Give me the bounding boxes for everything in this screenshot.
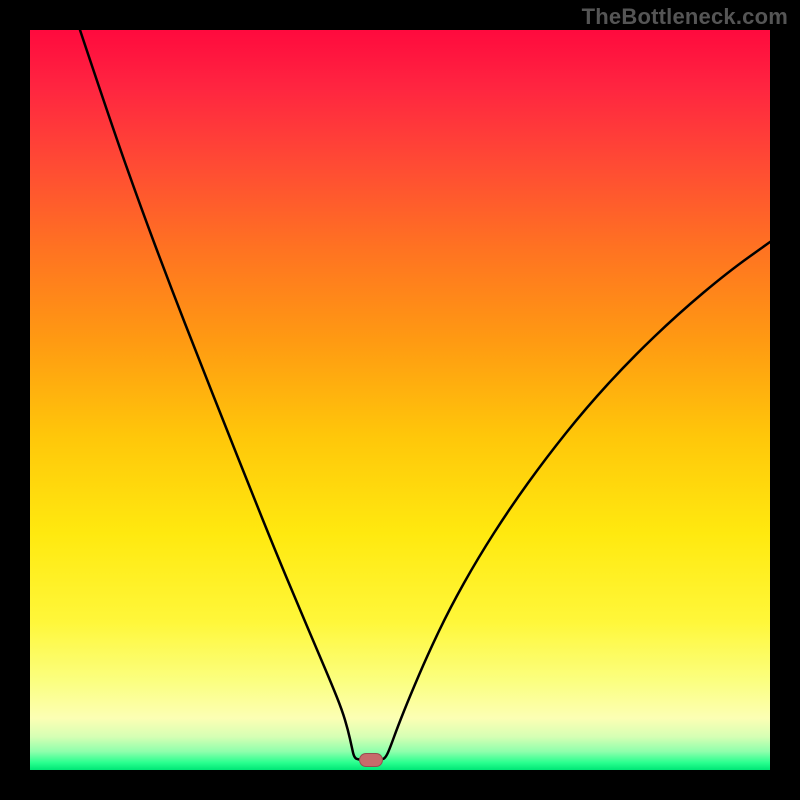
bottleneck-curve [30, 30, 770, 770]
chart-frame: TheBottleneck.com [0, 0, 800, 800]
plot-area [30, 30, 770, 770]
curve-path [80, 30, 770, 760]
watermark-text: TheBottleneck.com [582, 4, 788, 30]
minimum-marker [359, 753, 383, 767]
